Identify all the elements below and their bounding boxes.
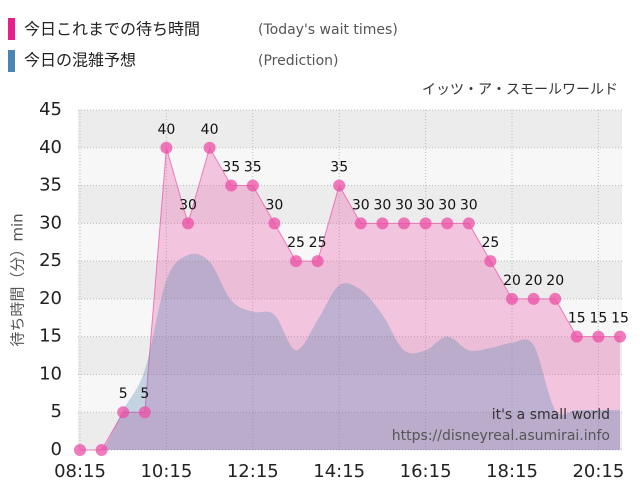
marker (506, 292, 518, 305)
plot: 0 5 10 15 20 25 30 35 40 45 08:15 10:15 12:15 14:15 16… (39, 99, 629, 482)
y-tick-label: 5 (51, 401, 62, 422)
plot-band (78, 336, 622, 375)
value-label: 30 (265, 197, 283, 213)
value-label: 15 (589, 311, 607, 327)
marker (225, 179, 238, 192)
marker (290, 255, 302, 268)
x-tick-label: 18:15 (486, 461, 538, 482)
value-label: 30 (417, 197, 435, 213)
value-label: 20 (546, 273, 564, 289)
marker (441, 217, 454, 230)
y-tick-label: 40 (39, 137, 62, 158)
marker (419, 217, 432, 230)
value-label: 15 (611, 311, 629, 327)
y-axis-label: 待ち時間（分）min (9, 213, 27, 346)
value-label: 35 (222, 160, 240, 176)
y-tick-label: 45 (39, 99, 62, 120)
marker (354, 217, 367, 230)
value-label: 15 (568, 311, 586, 327)
y-tick-label: 20 (39, 288, 62, 309)
plot-band (78, 412, 622, 450)
legend-note: (Prediction) (258, 53, 338, 69)
value-label: 20 (503, 273, 521, 289)
y-tick-label: 10 (39, 363, 62, 384)
marker (246, 179, 259, 192)
x-tick-label: 12:15 (227, 461, 279, 482)
marker (268, 217, 281, 230)
legend-label: 今日これまでの待ち時間 (24, 20, 200, 39)
x-tick-label: 14:15 (313, 461, 365, 482)
value-label: 5 (119, 386, 128, 402)
x-tick-label: 16:15 (400, 461, 452, 482)
marker (527, 292, 540, 305)
x-tick-label: 10:15 (140, 461, 192, 482)
value-label: 40 (201, 122, 219, 138)
value-label: 40 (157, 122, 175, 138)
y-tick-label: 15 (39, 326, 62, 347)
value-label: 30 (438, 197, 456, 213)
marker (462, 217, 475, 230)
marker (160, 141, 173, 154)
annotation: it's a small world (492, 407, 610, 423)
legend-swatch (8, 18, 15, 40)
value-label: 25 (287, 235, 305, 251)
plot-band (78, 110, 622, 148)
marker (592, 330, 605, 343)
marker (203, 141, 216, 154)
x-tick-label: 20:15 (572, 461, 624, 482)
value-label: 5 (140, 386, 149, 402)
marker (484, 255, 497, 268)
area (80, 147, 620, 450)
subtitle: イッツ・ア・スモールワールド (422, 82, 618, 98)
value-label: 20 (525, 273, 543, 289)
marker (570, 330, 583, 343)
legend-swatch (8, 50, 15, 72)
value-label: 30 (395, 197, 413, 213)
marker (138, 406, 151, 419)
marker (398, 217, 410, 230)
marker (182, 217, 194, 230)
annotation: https://disneyreal.asumirai.info (392, 428, 610, 444)
marker (333, 179, 346, 192)
marker (614, 330, 626, 343)
marker (311, 255, 324, 268)
legend-note: (Today's wait times) (258, 22, 398, 38)
prediction-area (80, 253, 620, 450)
value-label: 30 (460, 197, 478, 213)
marker (117, 406, 130, 419)
y-tick-label: 35 (39, 175, 62, 196)
marker (74, 444, 86, 456)
value-label: 25 (309, 235, 327, 251)
y-tick-label: 25 (39, 250, 62, 271)
x-tick-label: 08:15 (54, 461, 106, 482)
y-tick-label: 0 (51, 439, 62, 460)
marker (376, 217, 389, 230)
value-label: 35 (330, 160, 348, 176)
y-tick-label: 30 (39, 212, 62, 233)
value-label: 30 (352, 197, 370, 213)
value-label: 30 (179, 197, 197, 213)
value-label: 35 (244, 160, 262, 176)
marker (95, 444, 108, 456)
value-label: 25 (481, 235, 499, 251)
value-label: 30 (373, 197, 391, 213)
legend-label: 今日の混雑予想 (24, 51, 136, 70)
plot-band (78, 261, 622, 299)
marker (549, 292, 562, 305)
